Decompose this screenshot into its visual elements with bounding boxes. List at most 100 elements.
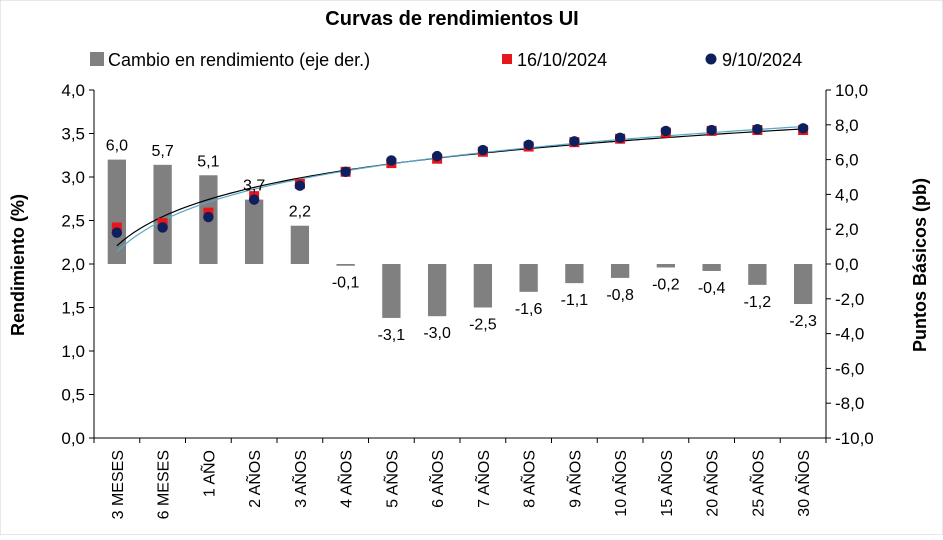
labels: 6,0 5,75,13,72,2-0,1-3,1 -3,0-2,5-1,6-1,1-… [106,138,817,344]
change-bar [382,264,401,318]
change-bar [427,264,447,317]
legend-label-16-10: 16/10/2024 [517,50,607,70]
y-tick-label: 2,5 [61,212,85,231]
trendline [116,125,804,253]
y-tick-label: 4,0 [61,81,85,100]
point-9-10-2024 [477,144,489,156]
y2-tick-label: -4,0 [835,325,864,344]
change-bar [519,264,538,292]
y-tick-label: 3,0 [61,168,85,187]
change-bar [336,264,355,266]
legend-label-9-10: 9/10/2024 [722,50,802,70]
bar-data-label: 2,2 [289,204,311,221]
x-category-label: 6 AÑOS [427,450,447,508]
point-9-10-2024 [431,150,443,162]
point-16-10-2024 [111,222,122,233]
bar-data-label: -1,1 [561,292,589,309]
legend-square-swatch [502,54,512,64]
y2-tick-label: -2,0 [835,290,864,309]
bar-data-label: -2,3 [789,313,817,330]
legend-bar-swatch [90,52,104,66]
x-category-label: 3 MESES [110,450,127,519]
bar-data-label: -0,1 [332,275,360,292]
point-9-10-2024 [248,194,260,205]
point-9-10-2024 [752,123,763,135]
point-9-10-2024 [569,136,580,147]
x-category-label: 1 AÑO [198,450,218,497]
point-9-10-2024 [523,139,534,151]
trendlines [116,125,804,253]
chart-title: Curvas de rendimientos UI [325,8,578,30]
bar-data-label: -0,2 [652,276,680,293]
legend: Cambio en rendimiento (eje der.) 16/10/2… [90,50,802,70]
bar-data-label: -2,5 [469,317,497,334]
points [111,123,809,238]
y2-tick-label: 8,0 [835,116,859,135]
bar-data-label: -3,0 [423,325,451,342]
bar-data-label: -0,4 [698,280,726,297]
point-9-10-2024 [111,227,123,238]
y2-tick-label: -10,0 [835,429,874,448]
legend-circle-swatch [705,53,717,65]
x-category-label: 20 AÑOS [702,450,722,517]
x-category-label: 8 AÑOS [519,450,539,508]
bar-data-label: -1,6 [515,301,543,318]
point-9-10-2024 [614,132,626,144]
y2-tick-label: 2,0 [835,220,859,239]
bar-data-label: 6,0 [106,138,128,155]
y2-tick-label: 6,0 [835,151,859,170]
change-bar [473,264,493,308]
axes: 0,0 0,5 1,0 1,5 2,0 2,5 3,0 3,5 4,0 -10,0 -8,0 -6,0… [61,81,873,519]
bar-data-label: -3,1 [378,327,406,344]
legend-label-bars: Cambio en rendimiento (eje der.) [108,50,370,70]
bar-data-label: 5,1 [197,153,219,170]
point-9-10-2024 [157,222,168,233]
x-category-label: 7 AÑOS [473,450,493,508]
y2-tick-label: 10,0 [835,81,868,100]
change-bar [793,264,813,305]
bar-data-label: 5,7 [152,143,174,160]
change-bar [702,264,721,271]
x-category-label: 4 AÑOS [336,450,356,508]
y2-tick-label: 0,0 [835,255,859,274]
change-bar [565,264,584,284]
point-9-10-2024 [203,211,214,223]
x-category-label: 25 AÑOS [747,450,767,517]
x-category-label: 6 MESES [156,450,173,519]
bars [107,159,813,318]
y-axis-title: Rendimiento (%) [8,194,28,336]
x-category-label: 15 AÑOS [656,450,676,517]
x-category-label: 3 AÑOS [290,450,310,508]
y-tick-label: 0,5 [61,386,85,405]
x-category-label: 5 AÑOS [381,450,401,508]
x-category-label: 30 AÑOS [793,450,813,517]
y2-tick-label: -8,0 [835,394,864,413]
bar-data-label: -1,2 [744,294,772,311]
x-category-label: 10 AÑOS [610,450,630,517]
point-9-10-2024 [340,166,351,177]
point-9-10-2024 [386,155,397,166]
x-category-label: 9 AÑOS [564,450,584,508]
x-category-label: 2 AÑOS [244,450,264,508]
y-tick-label: 2,0 [61,255,85,274]
change-bar [748,264,767,285]
y2-tick-label: -6,0 [835,359,864,378]
y-tick-label: 1,5 [61,299,85,318]
change-bar [290,225,310,264]
point-9-10-2024 [706,124,717,136]
change-bar [153,164,172,264]
point-9-10-2024 [660,125,672,137]
change-bar [656,264,676,268]
y-tick-label: 0,0 [61,429,85,448]
bar-data-label: 3,7 [243,178,265,195]
point-9-10-2024 [294,180,306,191]
change-bar [244,199,264,264]
y2-tick-label: 4,0 [835,185,859,204]
change-bar [107,159,127,264]
y-tick-label: 1,0 [61,342,85,361]
y2-axis-title: Puntos Básicos (pb) [910,178,930,352]
bar-data-label: -0,8 [606,287,634,304]
point-9-10-2024 [797,123,809,134]
